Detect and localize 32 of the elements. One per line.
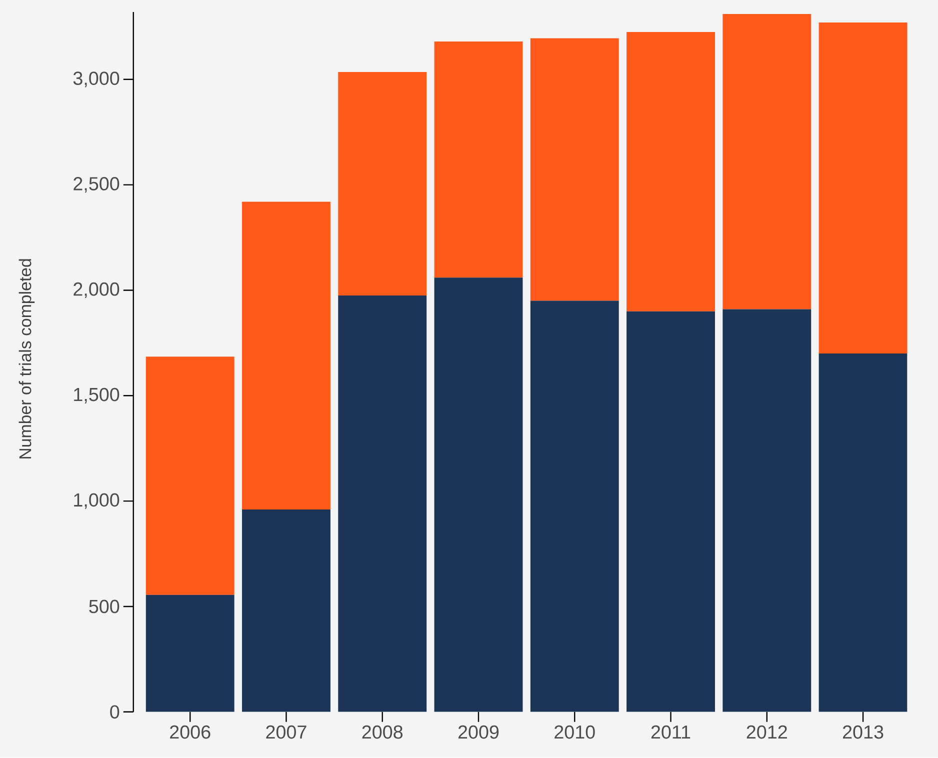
y-tick-label: 2,000 <box>74 282 120 298</box>
bar <box>338 296 427 712</box>
bar <box>818 354 908 712</box>
bar <box>434 42 523 278</box>
x-tick-label: 2006 <box>170 725 210 739</box>
bar <box>434 278 523 712</box>
y-tick-label: 0 <box>110 705 120 719</box>
y-tick-label: 1,000 <box>74 493 120 509</box>
bar <box>530 38 619 301</box>
x-tick-label: 2008 <box>362 725 403 739</box>
x-tick-label: 2011 <box>651 725 690 739</box>
bar <box>530 300 619 712</box>
x-tick-label: 2009 <box>458 725 499 739</box>
x-tick-label: 2007 <box>266 725 306 739</box>
bar <box>626 32 715 312</box>
bar <box>338 72 427 296</box>
y-tick-label: 1,500 <box>74 388 120 404</box>
bar <box>146 356 234 596</box>
bar <box>242 202 330 510</box>
x-tick-label: 2012 <box>746 725 787 739</box>
bar <box>626 311 715 712</box>
x-tick-label: 2013 <box>842 725 884 739</box>
y-tick-label: 3,000 <box>73 72 120 88</box>
x-tick-label: 2010 <box>554 725 595 739</box>
y-tick-label: 500 <box>89 600 120 614</box>
bar <box>722 14 812 310</box>
y-axis-title: Number of trials completed <box>18 259 35 459</box>
bar <box>146 595 234 712</box>
bar <box>242 510 330 712</box>
bar <box>818 22 908 354</box>
bar <box>722 309 812 712</box>
y-tick-label: 2,500 <box>74 177 120 193</box>
